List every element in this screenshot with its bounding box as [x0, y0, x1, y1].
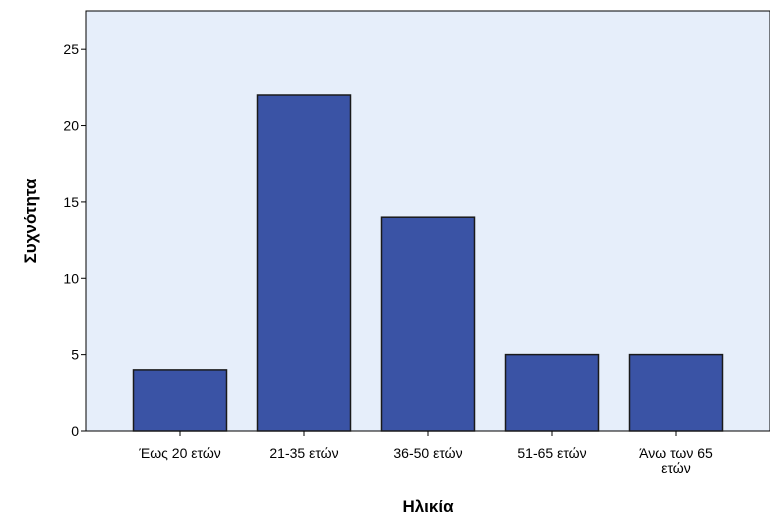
- x-axis-title: Ηλικία: [402, 497, 454, 516]
- y-tick-label: 10: [63, 270, 79, 286]
- y-tick-label: 20: [63, 118, 79, 134]
- bar: [504, 353, 600, 432]
- x-tick-label-line: Έως 20 ετών: [138, 445, 221, 461]
- bar: [628, 353, 724, 432]
- bar: [380, 216, 476, 432]
- x-tick-label-line: ετών: [661, 460, 691, 476]
- y-axis: 0 5 10 15 20 25: [63, 41, 86, 439]
- x-tick-label: Έως 20 ετών: [138, 445, 221, 461]
- x-axis: Έως 20 ετών 21-35 ετών 36-50 ετών 51-65 ετώ…: [138, 431, 713, 476]
- x-tick-label: 51-65 ετών: [517, 445, 586, 461]
- y-tick-label: 0: [71, 423, 79, 439]
- y-axis-title: Συχνότητα: [21, 178, 40, 263]
- bar: [256, 94, 352, 432]
- y-tick-label: 25: [63, 41, 79, 57]
- x-tick-label-line: 51-65 ετών: [517, 445, 586, 461]
- x-tick-label: 36-50 ετών: [393, 445, 462, 461]
- x-tick-label: Άνω των 65 ετών: [639, 445, 713, 476]
- x-tick-label: 21-35 ετών: [269, 445, 338, 461]
- bar: [132, 369, 228, 432]
- y-tick-label: 5: [71, 347, 79, 363]
- x-tick-label-line: 21-35 ετών: [269, 445, 338, 461]
- x-tick-label-line: Άνω των 65: [639, 445, 713, 461]
- x-tick-label-line: 36-50 ετών: [393, 445, 462, 461]
- y-tick-label: 15: [63, 194, 79, 210]
